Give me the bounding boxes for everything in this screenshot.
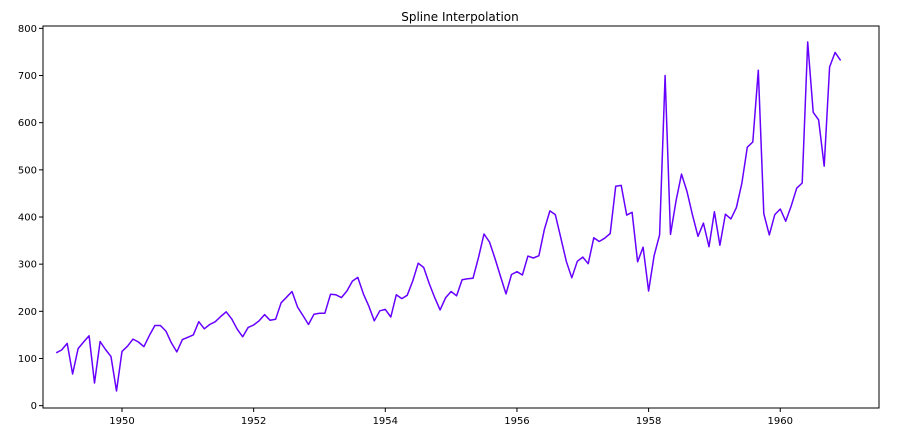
y-tick-label: 300 — [18, 260, 37, 271]
x-tick-label: 1954 — [373, 416, 398, 427]
x-tick-label: 1960 — [768, 416, 793, 427]
x-tick-label: 1956 — [504, 416, 529, 427]
y-tick-label: 100 — [18, 354, 37, 365]
x-tick-label: 1952 — [241, 416, 266, 427]
y-axis: 0 100 200 300 400 500 600 700 800 — [18, 24, 43, 412]
x-axis: 1950 1952 1954 1956 1958 1960 — [109, 408, 793, 427]
series-line — [55, 41, 842, 392]
x-tick-label: 1950 — [109, 416, 134, 427]
chart-title: Spline Interpolation — [401, 10, 519, 24]
y-tick-label: 200 — [18, 307, 37, 318]
y-tick-label: 600 — [18, 118, 37, 129]
plot-area-frame — [42, 25, 880, 409]
y-tick-label: 0 — [31, 401, 37, 412]
y-tick-label: 400 — [18, 213, 37, 224]
y-tick-label: 500 — [18, 165, 37, 176]
y-tick-label: 800 — [18, 24, 37, 35]
y-tick-label: 700 — [18, 71, 37, 82]
x-tick-label: 1958 — [636, 416, 661, 427]
